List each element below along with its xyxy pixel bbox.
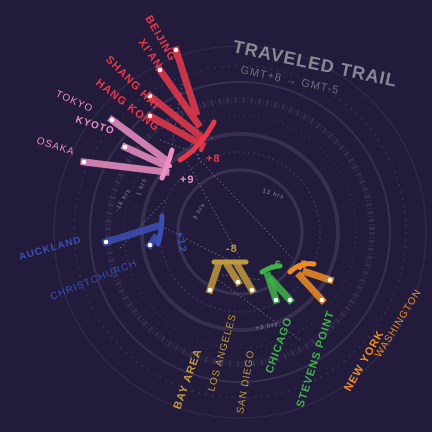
city-dot	[235, 279, 241, 285]
city-dot	[157, 67, 163, 73]
ring-5	[105, 97, 375, 367]
city-label: WASHINGTON	[373, 287, 424, 359]
connector-label: 1 hrs	[136, 177, 148, 196]
city-dot	[147, 113, 153, 119]
hub-node	[298, 266, 302, 270]
city-spoke	[205, 261, 223, 295]
city-spoke	[301, 267, 335, 285]
city-dot	[327, 277, 333, 283]
hub-node	[199, 148, 203, 152]
city-dot	[173, 47, 179, 53]
city-label: BAY AREA	[172, 347, 205, 411]
connector-line	[217, 279, 301, 341]
city-dot	[273, 297, 279, 303]
city-dot	[109, 117, 115, 123]
city-dot	[287, 297, 293, 303]
timezone-offset-label: +12	[173, 230, 189, 253]
connector-line	[164, 227, 233, 263]
city-label: TOKYO	[54, 89, 95, 115]
timezone-bar	[177, 119, 217, 163]
connector-label: 3 hrs	[193, 202, 207, 221]
city-spoke	[120, 142, 171, 171]
connector-line	[197, 157, 293, 259]
city-label: NEW YORK	[342, 328, 387, 393]
connector-line	[159, 139, 201, 156]
ring-7	[73, 65, 407, 399]
city-label: OSAKA	[35, 135, 76, 158]
ring-8	[53, 45, 427, 419]
city-label: AUCKLAND	[18, 234, 83, 262]
city-spoke	[145, 91, 205, 141]
city-spoke	[223, 261, 243, 287]
ring-4	[123, 115, 357, 349]
hub-node	[159, 230, 163, 234]
connector-line	[184, 157, 241, 259]
city-spoke	[295, 271, 327, 305]
connector-label: +3 hrs	[255, 322, 279, 332]
city-dot	[319, 297, 325, 303]
hub-node	[228, 260, 232, 264]
city-spoke	[267, 275, 295, 305]
city-dot	[122, 144, 128, 150]
city-dot	[249, 287, 255, 293]
timezone-offset-label: +9	[180, 174, 195, 186]
ring-6	[89, 81, 391, 383]
timezone-offset-label: -8	[226, 243, 238, 255]
timezone-offset-label: -5	[296, 259, 308, 271]
city-spoke	[107, 115, 171, 165]
city-spoke	[155, 65, 203, 129]
hub-node	[168, 164, 172, 168]
timezone-bar	[287, 261, 317, 275]
city-dot	[207, 287, 213, 293]
city-spoke	[80, 158, 170, 176]
connector-label: 13 hrs	[261, 188, 284, 201]
timezone-bar	[155, 213, 165, 247]
timezone-bar	[159, 147, 175, 181]
city-spoke	[145, 111, 207, 150]
city-spoke	[101, 221, 163, 247]
city-spoke	[233, 261, 257, 295]
ring-3	[140, 132, 340, 332]
ring-1	[176, 168, 304, 296]
background-rings	[53, 45, 427, 419]
connector-line	[119, 199, 166, 249]
city-dot	[81, 159, 87, 165]
city-dot	[103, 239, 109, 245]
city-spoke	[171, 45, 201, 117]
timezone-offset-label: +8	[206, 153, 221, 165]
city-dot	[147, 242, 153, 248]
hub-node	[269, 266, 273, 270]
timezone-offset-label: -6	[270, 259, 282, 271]
city-dot	[147, 93, 153, 99]
